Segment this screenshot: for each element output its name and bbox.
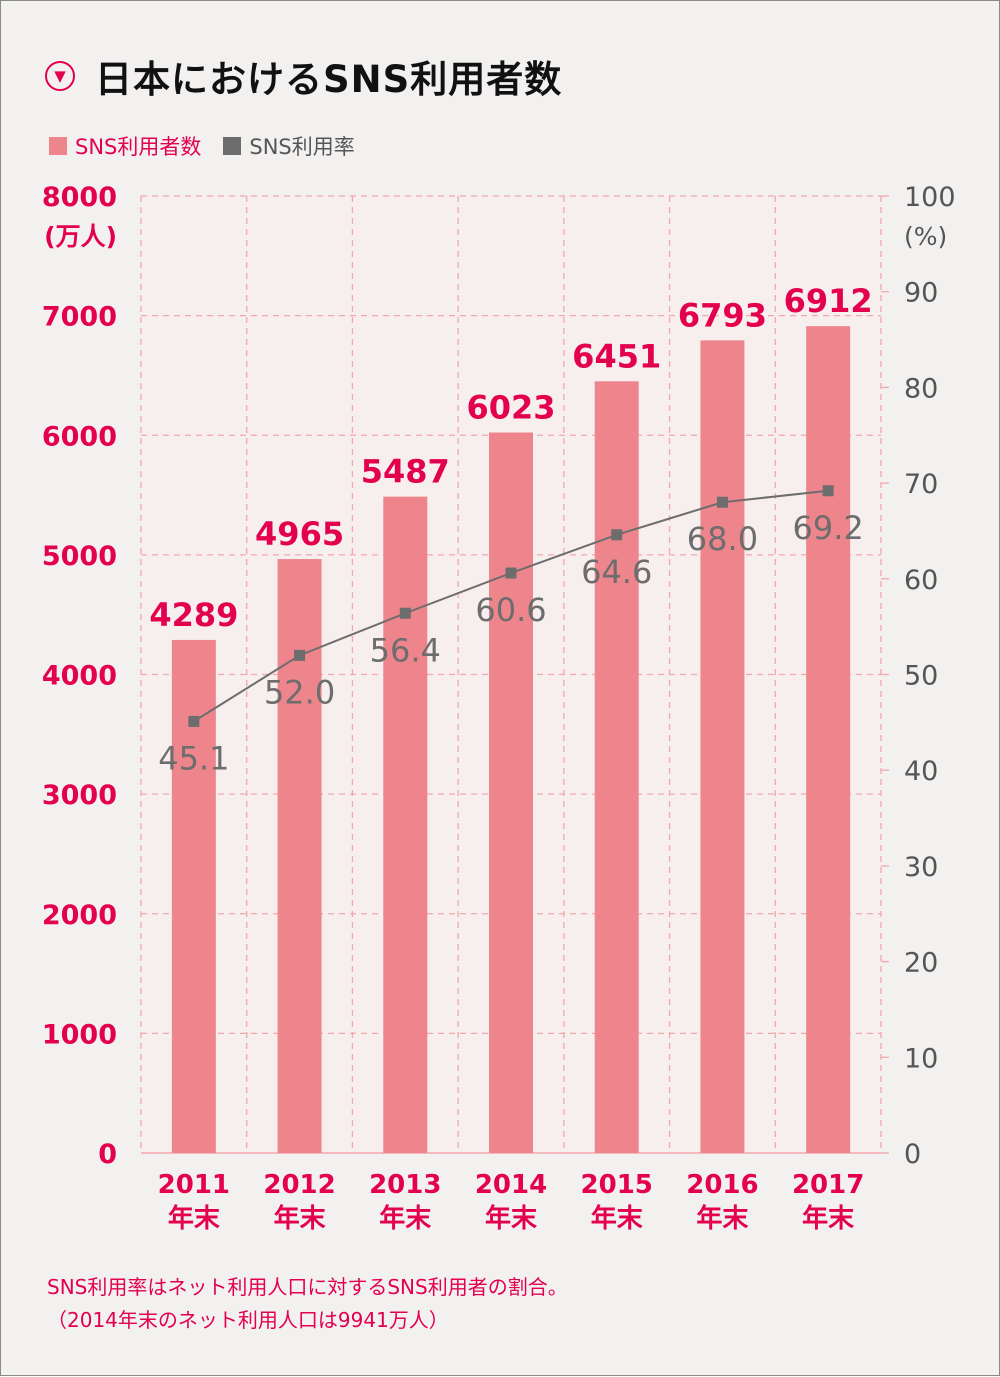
y-right-tick-label: 100 [904,182,956,213]
y-right-tick-label: 50 [904,661,938,692]
x-tick-label-year: 2013 [369,1170,441,1200]
legend-label-users: SNS利用者数 [75,135,202,159]
x-tick-label-year: 2012 [263,1170,335,1200]
footnote-1: SNS利用率はネット利用人口に対するSNS利用者の割合。 [47,1275,568,1299]
rate-value-label: 60.6 [475,591,546,629]
y-left-tick-label: 5000 [42,541,117,572]
x-tick-label-year: 2015 [581,1170,653,1200]
rate-value-label: 64.6 [581,553,652,591]
y-right-tick-label: 60 [904,565,938,596]
bar [700,340,745,1153]
x-tick-label-suffix: 年末 [274,1203,327,1234]
x-tick-label-year: 2014 [475,1170,547,1200]
bar-value-label: 5487 [361,453,450,491]
y-left-tick-label: 2000 [42,900,117,931]
rate-value-label: 45.1 [158,739,229,777]
rate-value-label: 56.4 [370,631,441,669]
x-tick-label-suffix: 年末 [379,1203,432,1234]
bar-value-label: 6023 [466,388,555,426]
y-right-axis-label: (%) [904,222,947,251]
rate-value-label: 52.0 [264,673,335,711]
legend-swatch-rate [223,137,242,155]
y-right-tick-label: 20 [904,948,938,979]
legend: SNS利用者数 SNS利用率 [49,131,377,161]
y-right-tick-label: 80 [904,373,938,404]
rate-point [822,485,834,497]
bar [594,381,639,1153]
rate-value-label: 68.0 [687,520,758,558]
x-tick-label-suffix: 年末 [696,1203,749,1234]
y-right-tick-label: 10 [904,1043,938,1074]
title-row: ▼ 日本におけるSNS利用者数 [45,49,562,103]
chevron-down-circle-icon: ▼ [45,61,75,91]
bar-value-label: 6912 [784,282,873,320]
y-right-tick-label: 90 [904,278,938,309]
x-tick-label-suffix: 年末 [802,1203,855,1234]
rate-point [716,496,728,508]
y-right-tick-label: 70 [904,469,938,500]
legend-label-rate: SNS利用率 [249,135,355,159]
rate-point [294,649,306,661]
rate-point [188,715,200,727]
x-tick-label-suffix: 年末 [168,1203,221,1234]
y-left-tick-label: 7000 [42,302,117,333]
rate-value-label: 69.2 [793,509,864,547]
x-tick-label-year: 2016 [686,1170,758,1200]
y-left-tick-label: 8000 [42,182,117,213]
y-right-tick-label: 0 [904,1139,921,1170]
page-title: 日本におけるSNS利用者数 [95,58,563,101]
y-left-tick-label: 6000 [42,421,117,452]
legend-item-users: SNS利用者数 [49,131,201,161]
y-left-tick-label: 3000 [42,780,117,811]
bar-value-label: 6451 [572,337,661,375]
y-right-tick-label: 40 [904,756,938,787]
bar-value-label: 4289 [149,596,238,634]
legend-item-rate: SNS利用率 [223,131,355,161]
bar [489,432,533,1153]
rate-point [611,529,623,541]
x-tick-label-suffix: 年末 [485,1203,538,1234]
y-right-tick-label: 30 [904,852,938,883]
bar-value-label: 6793 [678,296,767,334]
y-left-tick-label: 1000 [42,1019,117,1050]
rate-point [399,607,411,619]
bar-value-label: 4965 [255,515,344,553]
legend-swatch-users [49,137,67,155]
y-left-tick-label: 0 [98,1139,117,1170]
x-tick-label-suffix: 年末 [591,1203,644,1234]
footnote-2: （2014年末のネット利用人口は9941万人） [47,1308,449,1332]
rate-point [505,567,517,579]
x-tick-label-year: 2011 [158,1170,230,1200]
bar [806,326,851,1154]
y-left-tick-label: 4000 [42,661,117,692]
y-left-axis-label: (万人) [44,222,117,251]
x-tick-label-year: 2017 [792,1170,864,1200]
bar [383,496,428,1153]
